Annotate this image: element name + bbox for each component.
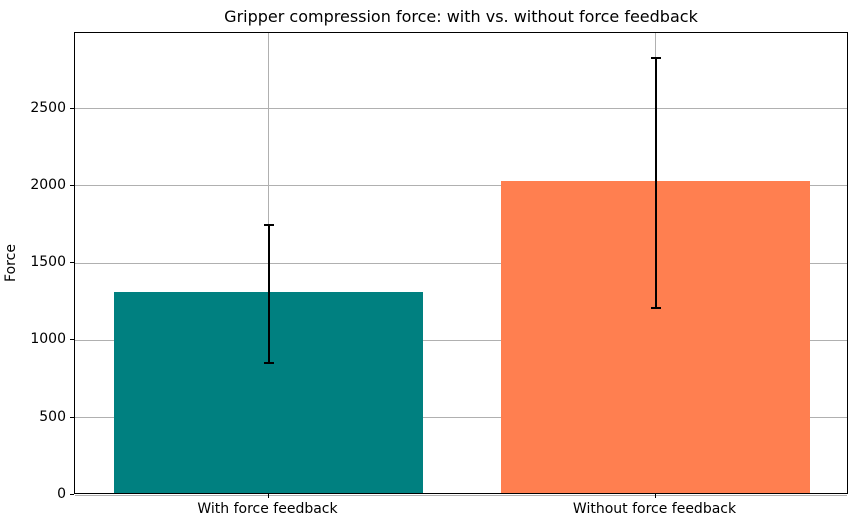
y-tick-mark <box>70 494 74 495</box>
y-tick-mark <box>70 262 74 264</box>
error-bar-line <box>267 225 270 363</box>
y-gridline <box>75 339 847 341</box>
y-tick-label: 2500 <box>30 99 66 116</box>
y-tick-mark <box>70 184 74 186</box>
chart-title: Gripper compression force: with vs. with… <box>224 7 698 26</box>
y-tick-mark <box>70 416 74 418</box>
y-tick-mark <box>70 107 74 109</box>
error-bar-cap <box>263 361 274 364</box>
x-tick-mark <box>654 494 656 498</box>
x-tick-mark <box>267 494 269 498</box>
y-gridline <box>75 185 847 187</box>
plot-area <box>74 32 848 496</box>
error-bar-cap <box>650 56 661 59</box>
y-gridline <box>75 494 847 496</box>
x-tick-label: Without force feedback <box>572 501 737 517</box>
y-gridline <box>75 108 847 110</box>
y-gridline <box>75 262 847 264</box>
y-tick-label: 0 <box>57 486 66 502</box>
y-tick-label: 1000 <box>30 331 66 348</box>
y-tick-mark <box>70 339 74 341</box>
error-bar-cap <box>650 307 661 310</box>
x-tick-label: With force feedback <box>197 501 338 517</box>
y-tick-label: 500 <box>39 408 66 425</box>
y-tick-label: 1500 <box>30 254 66 271</box>
error-bar-line <box>654 57 657 309</box>
error-bar-cap <box>263 224 274 227</box>
y-gridline <box>75 417 847 419</box>
y-tick-label: 2000 <box>30 176 66 193</box>
